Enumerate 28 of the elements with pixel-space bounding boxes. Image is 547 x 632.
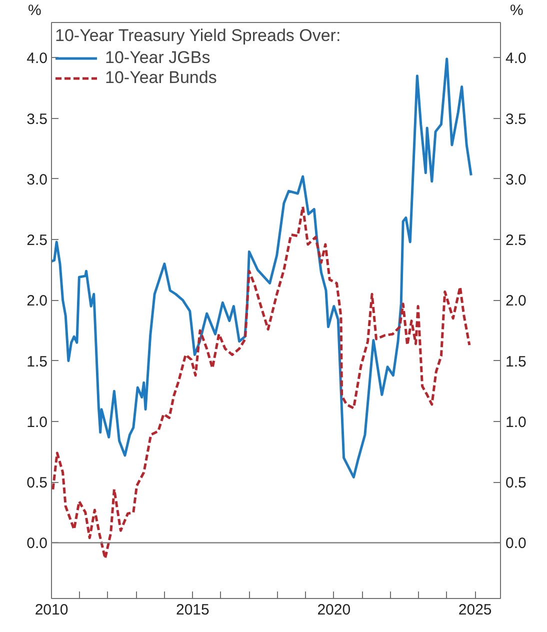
y2-tick-label: 0.5 xyxy=(506,474,526,492)
y-tick-label: 4.0 xyxy=(26,50,48,68)
y2-tick-label: 1.5 xyxy=(506,353,526,370)
x-tick-label: 2025 xyxy=(458,602,492,618)
x-tick-label: 2010 xyxy=(34,602,68,618)
line-series xyxy=(52,206,471,560)
y-tick-label: 3.5 xyxy=(26,110,48,128)
y-tick-label: 2.5 xyxy=(26,232,48,250)
legend-title: 10-Year Treasury Yield Spreads Over: xyxy=(55,26,341,46)
y2-tick-label: 1.0 xyxy=(506,414,526,431)
y-tick-label: 0.5 xyxy=(26,474,48,492)
y2-tick-label: 2.5 xyxy=(506,232,526,250)
x-tick-label: 2015 xyxy=(176,602,210,618)
y-tick-label: 1.5 xyxy=(26,353,48,370)
x-tick-label: 2020 xyxy=(317,602,351,618)
y2-axis-title: % xyxy=(510,1,524,21)
y-tick-label: 0.0 xyxy=(26,535,48,552)
legend-label: 10-Year JGBs xyxy=(105,48,210,68)
y-tick-label: 3.0 xyxy=(26,171,48,188)
y2-tick-label: 2.0 xyxy=(506,292,526,310)
y-axis-title: % xyxy=(28,1,42,21)
y2-tick-label: 3.5 xyxy=(506,110,526,128)
y-tick-label: 2.0 xyxy=(26,292,48,310)
legend-label: 10-Year Bunds xyxy=(105,68,217,88)
y2-tick-label: 4.0 xyxy=(506,50,526,68)
y-tick-label: 1.0 xyxy=(26,414,48,431)
y2-tick-label: 0.0 xyxy=(506,535,526,552)
y2-tick-label: 3.0 xyxy=(506,171,526,188)
